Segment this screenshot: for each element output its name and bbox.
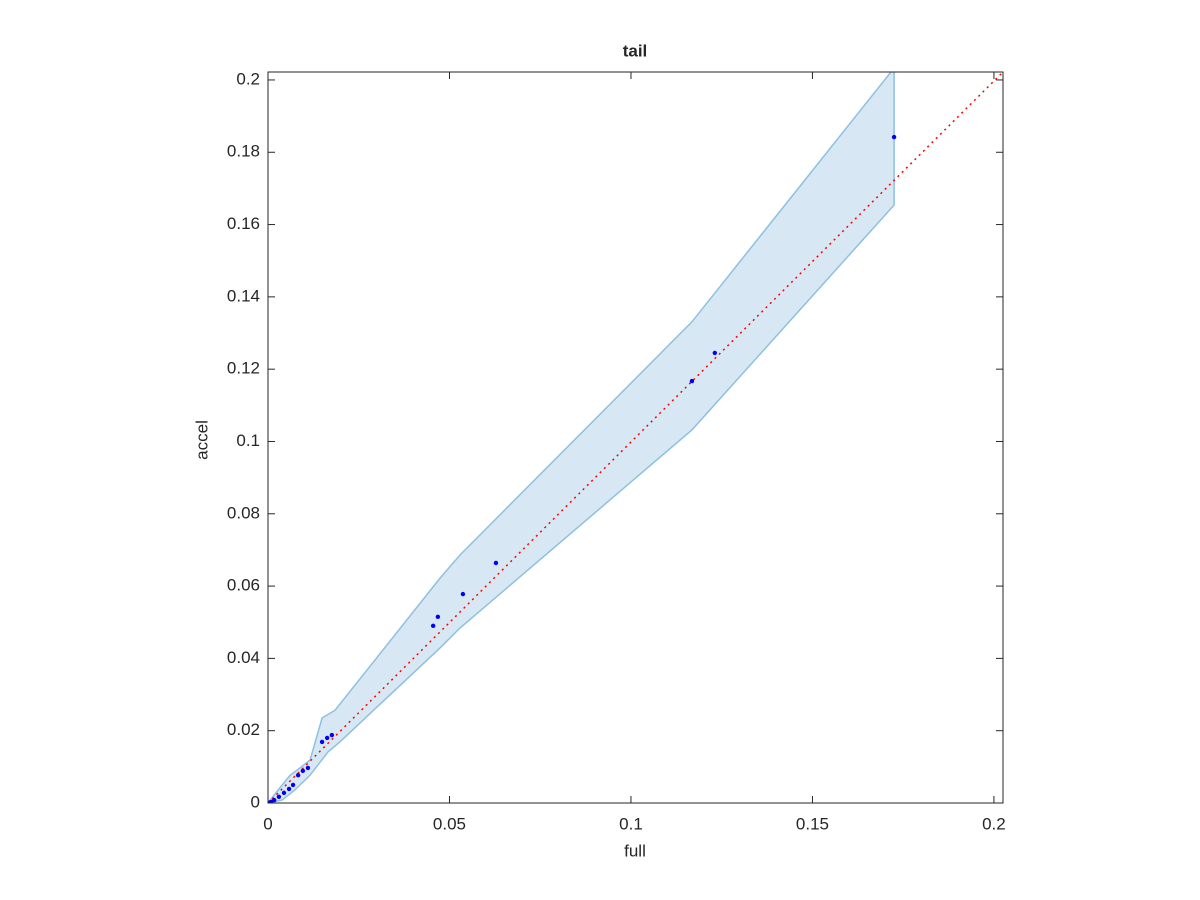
y-tick-label: 0.06 <box>227 576 260 595</box>
data-point <box>435 614 441 620</box>
y-tick-label: 0 <box>251 792 260 811</box>
data-point <box>268 800 272 803</box>
y-tick-label: 0.18 <box>227 142 260 161</box>
data-point <box>290 782 296 788</box>
plot-area <box>268 72 1003 803</box>
data-point <box>276 794 282 800</box>
x-tick-label: 0.1 <box>619 814 643 833</box>
data-point <box>271 797 277 803</box>
y-tick-label: 0.12 <box>227 359 260 378</box>
x-tick-label: 0 <box>263 814 272 833</box>
data-point <box>493 560 499 566</box>
band-upper <box>268 72 892 803</box>
y-tick-label: 0.04 <box>227 648 260 667</box>
data-point <box>891 134 897 140</box>
x-tick-label: 0.15 <box>796 814 829 833</box>
data-point <box>300 768 306 774</box>
data-point <box>689 378 695 384</box>
data-point <box>305 765 311 771</box>
band-lower <box>268 204 895 803</box>
chart-title: tail <box>623 41 648 60</box>
data-point <box>430 623 436 629</box>
x-tick-label: 0.05 <box>433 814 466 833</box>
data-point <box>281 790 287 796</box>
y-tick-label: 0.02 <box>227 720 260 739</box>
x-tick-label: 0.2 <box>982 814 1006 833</box>
y-tick-label: 0.08 <box>227 503 260 522</box>
data-point <box>460 591 466 597</box>
y-tick-label: 0.14 <box>227 286 260 305</box>
x-axis-label: full <box>624 841 646 860</box>
band-fill <box>268 72 895 803</box>
data-point <box>329 732 335 738</box>
data-point <box>295 772 301 778</box>
y-axis-label: accel <box>192 420 211 460</box>
y-tick-label: 0.2 <box>236 69 260 88</box>
axes-box <box>267 71 1004 804</box>
data-point <box>324 735 330 741</box>
data-point <box>319 739 325 745</box>
data-point <box>712 350 718 356</box>
y-tick-label: 0.1 <box>236 431 260 450</box>
y-tick-label: 0.16 <box>227 214 260 233</box>
data-point <box>286 786 292 792</box>
